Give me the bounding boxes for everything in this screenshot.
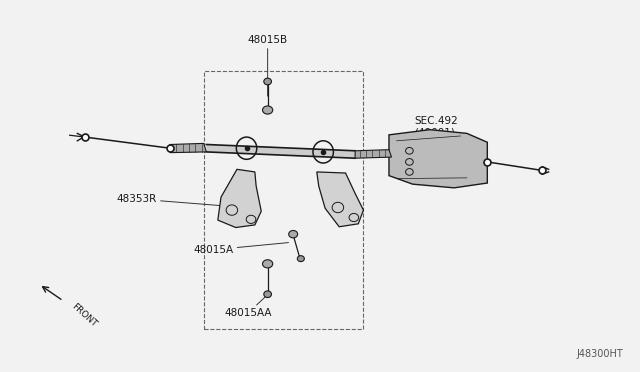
- Text: 48015A: 48015A: [194, 243, 289, 255]
- Text: J48300HT: J48300HT: [577, 349, 623, 359]
- Polygon shape: [317, 172, 364, 227]
- Ellipse shape: [262, 106, 273, 114]
- Text: 48353R: 48353R: [117, 194, 228, 206]
- Polygon shape: [355, 150, 392, 158]
- Bar: [204, 71, 364, 329]
- Polygon shape: [206, 144, 355, 158]
- Text: 48015B: 48015B: [248, 35, 288, 96]
- Ellipse shape: [298, 256, 305, 262]
- Polygon shape: [218, 169, 261, 228]
- Ellipse shape: [264, 291, 271, 298]
- Polygon shape: [170, 143, 206, 153]
- Polygon shape: [389, 130, 487, 188]
- Ellipse shape: [289, 231, 298, 238]
- Text: 48015AA: 48015AA: [225, 295, 272, 318]
- Ellipse shape: [262, 260, 273, 268]
- Ellipse shape: [264, 78, 271, 85]
- Text: SEC.492
(49001): SEC.492 (49001): [383, 116, 458, 153]
- Text: FRONT: FRONT: [70, 302, 99, 329]
